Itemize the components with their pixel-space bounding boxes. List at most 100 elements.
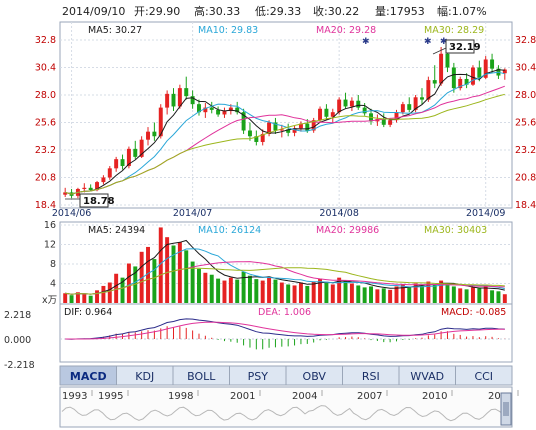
volume-bar bbox=[165, 237, 170, 303]
volume-bar bbox=[95, 290, 100, 303]
candle-body bbox=[477, 67, 482, 78]
volume-bar bbox=[362, 287, 367, 303]
price-xtick-label: 2014/08 bbox=[319, 208, 358, 219]
price-xtick-label: 2014/07 bbox=[173, 208, 212, 219]
price-ytick-right: 25.6 bbox=[515, 118, 536, 129]
vol-legend-ma20: MA20: 29986 bbox=[316, 225, 379, 236]
candle-body bbox=[432, 80, 437, 84]
star-marker-2: ✱ bbox=[424, 37, 432, 47]
candle-body bbox=[426, 80, 431, 100]
tab-label-obv: OBV bbox=[303, 370, 327, 383]
price-ma-lines bbox=[65, 69, 505, 195]
volume-bar bbox=[267, 276, 272, 303]
volume-bar bbox=[120, 277, 125, 303]
volume-bar bbox=[190, 261, 195, 303]
volume-bar bbox=[375, 289, 380, 303]
candle-body bbox=[171, 93, 176, 107]
tab-label-kdj: KDJ bbox=[135, 370, 154, 383]
candle-body bbox=[349, 100, 354, 107]
volume-bar bbox=[483, 286, 488, 303]
volume-bar bbox=[343, 281, 348, 303]
volume-bar bbox=[458, 288, 463, 303]
candle-body bbox=[458, 78, 463, 89]
volume-bar bbox=[126, 263, 131, 303]
tab-cci[interactable] bbox=[455, 365, 513, 386]
macd-ytick-top: 2.218 bbox=[4, 310, 31, 321]
volume-bar bbox=[439, 280, 444, 303]
legend-ma5: MA5: 30.27 bbox=[88, 25, 142, 36]
volume-bar bbox=[477, 288, 482, 303]
candle-body bbox=[133, 148, 138, 157]
price-ytick-right: 32.8 bbox=[515, 35, 536, 46]
volume-bar bbox=[445, 283, 450, 303]
max-pointer bbox=[432, 47, 447, 55]
volume-ytick: 12 bbox=[44, 240, 56, 251]
max-label-box bbox=[445, 39, 475, 54]
macd-bars bbox=[71, 326, 506, 350]
candle-body bbox=[197, 104, 201, 113]
volume-bar bbox=[171, 245, 176, 303]
candle-body bbox=[356, 100, 361, 108]
candle-body bbox=[158, 107, 163, 137]
volume-bar bbox=[470, 287, 475, 303]
candle-body bbox=[400, 104, 405, 113]
volume-bar bbox=[235, 279, 240, 303]
price-xtick-label: 2014/06 bbox=[52, 208, 91, 219]
overview-year-label: 2007 bbox=[357, 391, 382, 402]
candle-body bbox=[235, 107, 240, 113]
volume-bar bbox=[337, 277, 342, 303]
macd-legend-dea: DEA: 1.006 bbox=[258, 307, 311, 318]
vol-legend-ma5: MA5: 24394 bbox=[88, 225, 145, 236]
volume-bar bbox=[318, 278, 323, 303]
candle-body bbox=[273, 122, 278, 131]
volume-bar bbox=[464, 289, 469, 303]
legend-ma10: MA10: 29.83 bbox=[198, 25, 258, 36]
candle-body bbox=[63, 192, 68, 195]
price-ytick-left: 23.2 bbox=[35, 145, 56, 156]
volume-bar bbox=[184, 250, 189, 303]
candle-body bbox=[298, 123, 303, 129]
candle-body bbox=[502, 69, 507, 74]
macd-ytick-zero: 0.000 bbox=[4, 335, 31, 346]
volume-bar bbox=[158, 227, 163, 303]
volume-bar bbox=[330, 284, 335, 303]
price-ytick-left: 20.8 bbox=[35, 173, 56, 184]
volume-bar bbox=[114, 273, 119, 303]
candle-body bbox=[464, 78, 469, 85]
price-y-ticks-right: 32.8 30.4 28.0 25.6 23.2 20.8 18.4 bbox=[515, 35, 536, 211]
volume-ytick: 4 bbox=[50, 279, 56, 290]
price-ytick-right: 18.4 bbox=[515, 200, 536, 211]
volume-bar bbox=[451, 286, 456, 303]
price-xtick-label: 2014/09 bbox=[466, 208, 505, 219]
candle-body bbox=[286, 129, 291, 133]
volume-bar bbox=[311, 281, 316, 303]
candle-body bbox=[470, 67, 475, 85]
candle-body bbox=[483, 59, 488, 78]
candle-body bbox=[241, 112, 246, 131]
price-panel-frame bbox=[59, 21, 513, 209]
candle-body bbox=[394, 112, 399, 121]
volume-bar bbox=[82, 294, 87, 303]
candle-body bbox=[209, 107, 214, 110]
candle-body bbox=[146, 131, 150, 140]
candle-body bbox=[165, 93, 170, 108]
candle-body bbox=[305, 123, 310, 131]
volume-bar bbox=[502, 294, 507, 303]
volume-bar bbox=[420, 285, 424, 303]
volume-bar bbox=[139, 251, 144, 303]
macd-legend-macd: MACD: -0.085 bbox=[441, 307, 506, 318]
star-marker-3: ✱ bbox=[440, 37, 448, 47]
volume-bar bbox=[407, 287, 412, 303]
volume-bar bbox=[305, 285, 310, 303]
candle-body bbox=[216, 109, 221, 115]
volume-bar bbox=[400, 284, 405, 303]
candle-body bbox=[260, 133, 265, 142]
volume-bar bbox=[394, 286, 399, 303]
candle-body bbox=[177, 88, 182, 107]
macd-ytick-bottom: -2.218 bbox=[4, 360, 35, 371]
price-ma5-line bbox=[65, 69, 505, 195]
volume-bar bbox=[75, 292, 80, 303]
candle-body bbox=[318, 108, 323, 121]
